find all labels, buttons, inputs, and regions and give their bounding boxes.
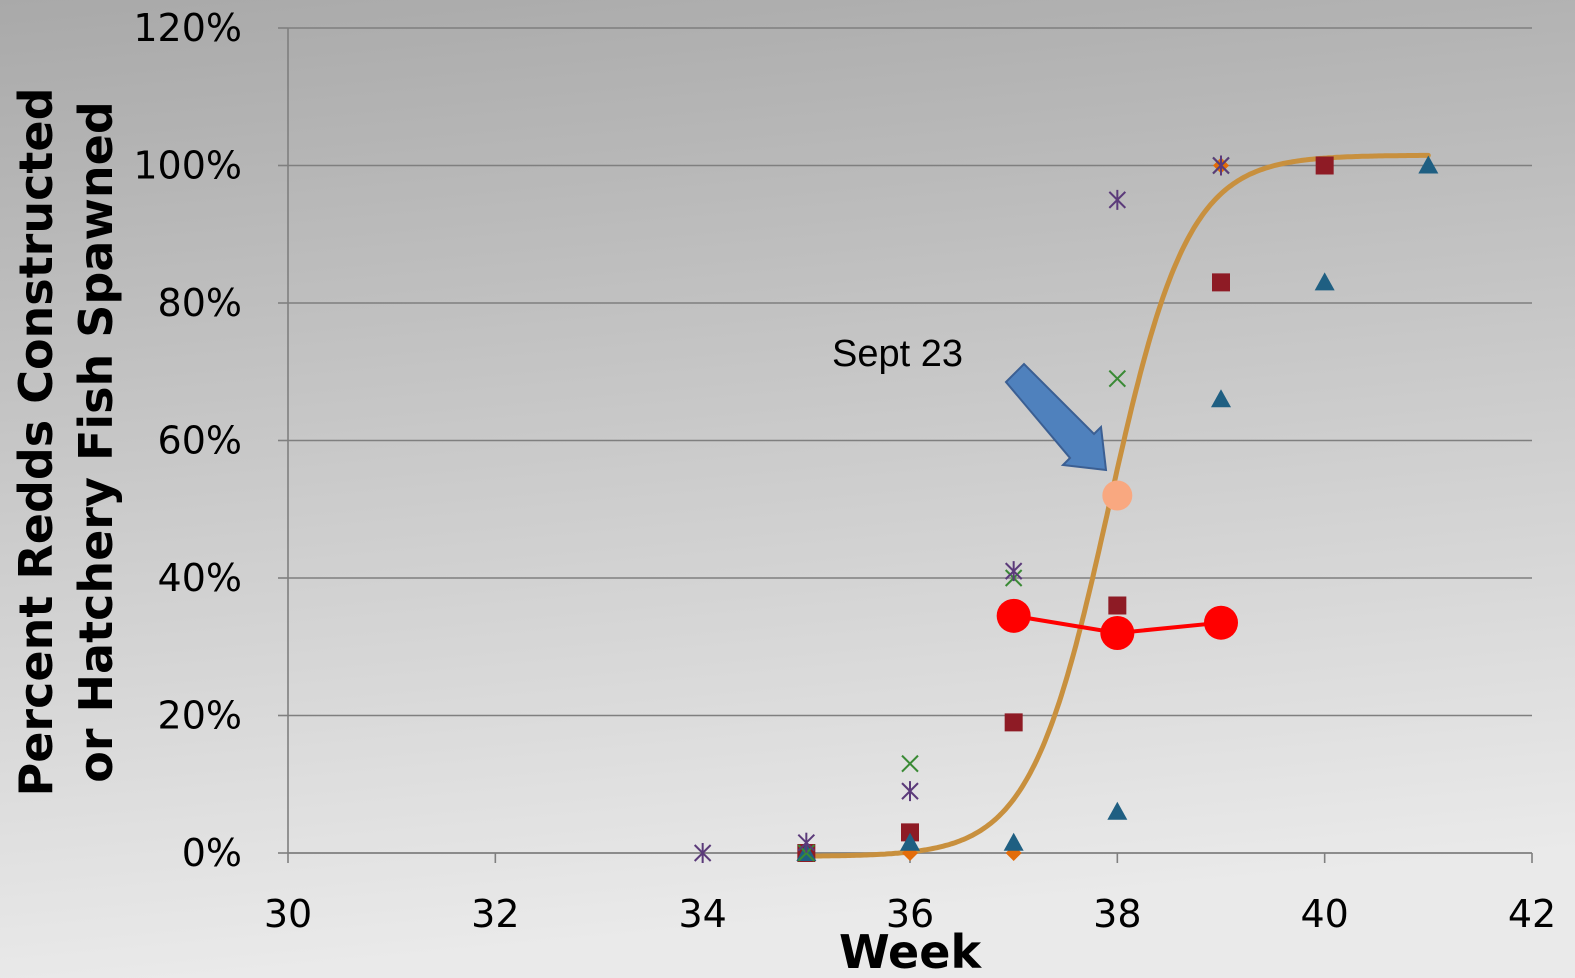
x-tick-label: 34 [678, 892, 726, 936]
y-tick-label: 20% [158, 694, 242, 738]
point-circle [1100, 616, 1135, 650]
y-axis-title: Percent Redds Constructed or Hatchery Fi… [9, 88, 123, 797]
series-triangle [796, 155, 1439, 861]
series-layer [693, 155, 1439, 863]
point-square [901, 823, 919, 842]
y-tick-label: 60% [158, 419, 242, 463]
axes: 0% 20% 40% 60% 80% 100% 120% 30 32 34 36 38 40 42 [133, 6, 1556, 936]
x-tick-label: 30 [264, 892, 312, 936]
point-x [901, 754, 919, 773]
y-axis-title-line-2: or Hatchery Fish Spawned [69, 101, 123, 783]
annotation-label: Sept 23 [832, 333, 963, 375]
x-tick-label: 38 [1093, 892, 1141, 936]
point-asterisk [901, 781, 919, 802]
series-circle-line [996, 598, 1238, 650]
point-square [1315, 156, 1334, 175]
point-square [1212, 273, 1230, 292]
y-axis-title-line-1: Percent Redds Constructed [9, 88, 63, 797]
x-tick-label: 36 [886, 892, 934, 936]
series-asterisk [693, 155, 1230, 863]
point-square [1108, 596, 1127, 615]
point-circle [996, 598, 1031, 633]
point-triangle [1211, 389, 1231, 408]
annotation-layer: Sept 23 [832, 333, 1108, 472]
point-triangle [1003, 832, 1024, 851]
x-tick-label: 42 [1508, 892, 1556, 936]
point-circle [1204, 605, 1238, 640]
x-axis-title: Week [839, 925, 982, 978]
point-square [1004, 713, 1023, 732]
point-triangle [1418, 155, 1439, 174]
point-asterisk [797, 832, 816, 853]
x-tick-label: 40 [1300, 892, 1348, 936]
y-tick-label: 40% [158, 556, 242, 600]
point-asterisk [1108, 189, 1127, 210]
point-asterisk [1004, 561, 1023, 582]
point-triangle [900, 832, 920, 851]
point-triangle [1314, 272, 1335, 291]
x-tick-label: 32 [471, 892, 519, 936]
annotation-arrow [1004, 362, 1108, 472]
y-tick-label: 120% [133, 6, 242, 50]
point-x [1108, 369, 1127, 388]
y-tick-label: 80% [158, 281, 242, 325]
y-tick-label: 100% [133, 144, 242, 188]
point-asterisk [1212, 155, 1230, 176]
y-tick-label: 0% [182, 831, 242, 875]
point-asterisk [693, 843, 712, 863]
highlight-point [1102, 480, 1133, 511]
point-triangle [1107, 801, 1128, 820]
